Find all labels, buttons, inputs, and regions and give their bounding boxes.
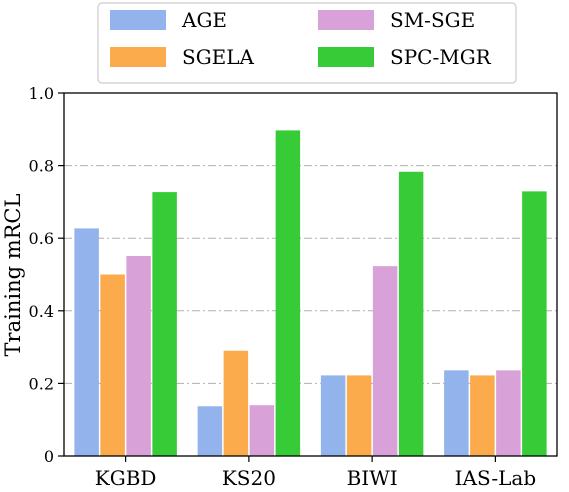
y-tick-label: 0.8 <box>29 157 54 176</box>
legend-label-spc-mgr: SPC-MGR <box>390 45 492 69</box>
legend-swatch-sgela <box>110 47 166 67</box>
bar-sgela-ks20 <box>223 350 249 456</box>
x-tick-label: IAS-Lab <box>455 466 537 487</box>
y-tick-label: 0.2 <box>29 374 54 393</box>
y-tick-label: 0.4 <box>29 302 54 321</box>
bar-spc-mgr-ias-lab <box>522 191 547 457</box>
y-tick-label: 0 <box>44 447 54 466</box>
legend-swatch-spc-mgr <box>318 47 374 67</box>
bar-spc-mgr-kgbd <box>152 192 177 456</box>
bar-spc-mgr-biwi <box>398 171 424 456</box>
axes-layer <box>63 92 558 457</box>
bar-sgela-ias-lab <box>470 375 495 456</box>
bar-age-ias-lab <box>444 370 469 456</box>
legend-label-age: AGE <box>181 8 227 32</box>
bar-sgela-kgbd <box>100 274 125 456</box>
bar-sgela-biwi <box>346 375 372 456</box>
x-tick-label: KS20 <box>222 466 276 487</box>
legend-swatch-sm-sge <box>318 10 374 30</box>
y-tick-label: 0.6 <box>29 229 54 248</box>
bar-sm-sge-kgbd <box>126 255 151 456</box>
bar-age-biwi <box>320 375 346 456</box>
x-tick-label: KGBD <box>95 466 157 487</box>
bar-sm-sge-ks20 <box>249 405 275 456</box>
bar-sm-sge-biwi <box>372 266 398 456</box>
ticks-layer: 0 0.2 0.4 0.6 0.8 1.0 KGBD KS20 BIWI IAS-Lab <box>29 84 537 490</box>
x-tick-label: BIWI <box>347 466 398 487</box>
legend: AGE SGELA SM-SGE SPC-MGR <box>97 2 517 84</box>
legend-label-sm-sge: SM-SGE <box>390 8 475 32</box>
legend-label-sgela: SGELA <box>182 45 255 69</box>
legend-box <box>97 2 517 84</box>
y-axis-label: Training mRCL <box>1 193 25 356</box>
legend-swatch-age <box>110 10 166 30</box>
bar-age-ks20 <box>197 406 223 456</box>
bar-sm-sge-ias-lab <box>496 370 521 456</box>
bars-layer <box>74 130 547 457</box>
y-tick-label: 1.0 <box>29 84 54 103</box>
plot-frame <box>63 92 558 457</box>
bar-spc-mgr-ks20 <box>275 130 301 456</box>
bar-age-kgbd <box>74 228 99 456</box>
